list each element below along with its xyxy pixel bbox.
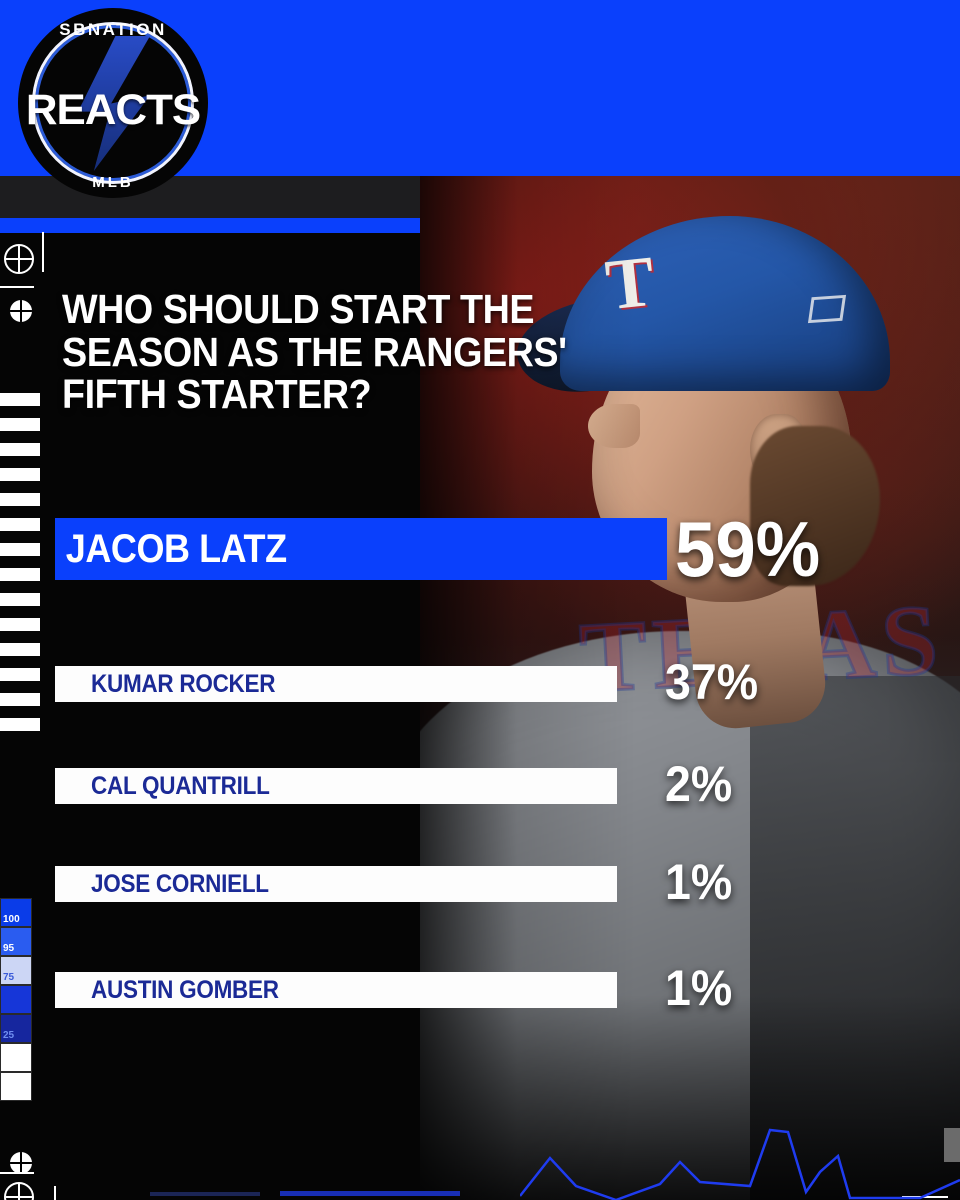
poll-bar-fill: CAL QUANTRILL [55, 768, 617, 804]
ladder-dash [0, 643, 40, 656]
poll-option-label: JACOB LATZ [65, 526, 287, 571]
poll-option-label: AUSTIN GOMBER [91, 975, 279, 1004]
gray-tab-mark [944, 1128, 960, 1162]
ladder-dash [0, 618, 40, 631]
poll-percent-value: 1% [665, 854, 733, 910]
tick-line-horizontal [0, 1172, 34, 1174]
color-calibration-swatches: 100 95 75 25 [0, 898, 32, 1101]
poll-bar-fill: JACOB LATZ [55, 518, 667, 580]
logo-center-label: REACTS [25, 86, 201, 134]
registration-crosshair-icon [4, 244, 34, 274]
tick-line-vertical [54, 1186, 56, 1200]
zigzag-line [520, 1128, 960, 1200]
bottom-bar-mark [280, 1191, 460, 1196]
poll-percent-value: 37% [665, 654, 759, 710]
tick-line-horizontal [0, 286, 34, 288]
poll-bar-fill: AUSTIN GOMBER [55, 972, 617, 1008]
poll-percent-value: 59% [675, 505, 821, 593]
logo-bottom-label: MLB [92, 174, 134, 191]
poll-bar-fill: KUMAR ROCKER [55, 666, 617, 702]
swatch-label: 95 [3, 943, 15, 954]
player-photo: TEXAS T [420, 176, 960, 1200]
logo-top-label: SBNATION [59, 20, 167, 39]
poll-bar-fill: JOSE CORNIELL [55, 866, 617, 902]
ladder-dash [0, 668, 40, 681]
poll-option-label: JOSE CORNIELL [91, 869, 269, 898]
accent-stripe [0, 218, 420, 233]
ladder-dash [0, 593, 40, 606]
poll-percent-value: 2% [665, 756, 733, 812]
swatch-label: 25 [3, 1030, 15, 1041]
ladder-dash [0, 468, 40, 481]
tick-line-vertical [42, 232, 44, 272]
registration-target-icon [10, 300, 32, 322]
swatch [0, 1072, 32, 1101]
poll-option-label: CAL QUANTRILL [91, 771, 270, 800]
registration-crosshair-icon [4, 1182, 34, 1200]
swatch: 95 [0, 927, 32, 956]
registration-target-icon [10, 1152, 32, 1174]
swatch-label: 100 [3, 914, 20, 925]
ladder-dash [0, 543, 40, 556]
poll-percent-value: 1% [665, 960, 733, 1016]
ladder-dash [0, 568, 40, 581]
blue-zigzag-graphic [520, 1128, 960, 1200]
swatch-label: 75 [3, 972, 15, 983]
poll-option-label: KUMAR ROCKER [91, 669, 276, 698]
ladder-dash [0, 493, 40, 506]
ladder-dash [0, 693, 40, 706]
swatch: 25 [0, 1014, 32, 1043]
page-title: WHO SHOULD START THE SEASON AS THE RANGE… [62, 286, 567, 418]
bottom-bar-mark [150, 1192, 260, 1196]
sbnation-reacts-logo: SBNATION REACTS MLB [18, 8, 208, 198]
ladder-dash [0, 418, 40, 431]
ladder-dash [0, 518, 40, 531]
print-ladder-marks [0, 393, 40, 743]
ladder-dash [0, 443, 40, 456]
ladder-dash [0, 718, 40, 731]
logo-ring [32, 22, 194, 184]
swatch: 100 [0, 898, 32, 927]
swatch [0, 985, 32, 1014]
ladder-dash [0, 393, 40, 406]
swatch [0, 1043, 32, 1072]
swatch: 75 [0, 956, 32, 985]
